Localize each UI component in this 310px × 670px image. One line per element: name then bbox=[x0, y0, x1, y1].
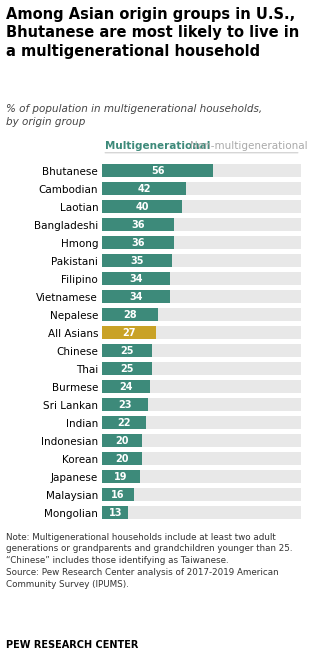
Bar bbox=[102, 182, 186, 195]
Text: 22: 22 bbox=[117, 417, 131, 427]
Bar bbox=[102, 470, 301, 483]
Text: Note: Multigenerational households include at least two adult
generations or gra: Note: Multigenerational households inclu… bbox=[6, 533, 293, 589]
Bar bbox=[102, 308, 158, 321]
Text: 23: 23 bbox=[118, 400, 132, 409]
Text: 16: 16 bbox=[111, 490, 125, 500]
Bar bbox=[102, 254, 301, 267]
Bar bbox=[102, 254, 172, 267]
Text: 27: 27 bbox=[122, 328, 136, 338]
Bar bbox=[102, 218, 301, 231]
Bar bbox=[102, 182, 301, 195]
Text: Among Asian origin groups in U.S.,
Bhutanese are most likely to live in
a multig: Among Asian origin groups in U.S., Bhuta… bbox=[6, 7, 299, 59]
Bar bbox=[102, 362, 152, 375]
Text: 13: 13 bbox=[108, 508, 122, 518]
Text: 40: 40 bbox=[135, 202, 149, 212]
Bar bbox=[102, 362, 301, 375]
Text: 42: 42 bbox=[137, 184, 151, 194]
Text: PEW RESEARCH CENTER: PEW RESEARCH CENTER bbox=[6, 640, 139, 650]
Bar bbox=[102, 434, 301, 447]
Bar bbox=[102, 380, 150, 393]
Bar bbox=[102, 164, 301, 177]
Bar bbox=[102, 470, 140, 483]
Bar bbox=[102, 488, 301, 501]
Bar bbox=[102, 488, 134, 501]
Bar bbox=[102, 237, 174, 249]
Text: 20: 20 bbox=[115, 454, 129, 464]
Text: 28: 28 bbox=[123, 310, 137, 320]
Bar bbox=[102, 308, 301, 321]
Text: 35: 35 bbox=[130, 256, 144, 266]
Bar bbox=[102, 326, 301, 339]
Text: 34: 34 bbox=[129, 291, 143, 302]
Text: 19: 19 bbox=[114, 472, 128, 482]
Bar bbox=[102, 507, 128, 519]
Bar bbox=[102, 272, 301, 285]
Bar bbox=[102, 326, 156, 339]
Bar bbox=[102, 398, 148, 411]
Text: 20: 20 bbox=[115, 436, 129, 446]
Text: Non-multigenerational: Non-multigenerational bbox=[190, 141, 308, 151]
Bar bbox=[102, 344, 301, 357]
Bar bbox=[102, 434, 142, 447]
Text: Multigenerational: Multigenerational bbox=[105, 141, 210, 151]
Bar bbox=[102, 237, 301, 249]
Bar bbox=[102, 380, 301, 393]
Bar bbox=[102, 452, 301, 465]
Bar bbox=[102, 416, 146, 429]
Text: 56: 56 bbox=[151, 165, 165, 176]
Bar bbox=[102, 164, 213, 177]
Bar bbox=[102, 398, 301, 411]
Text: 25: 25 bbox=[120, 346, 134, 356]
Text: 36: 36 bbox=[131, 238, 145, 248]
Text: 25: 25 bbox=[120, 364, 134, 374]
Bar bbox=[102, 452, 142, 465]
Text: 24: 24 bbox=[119, 382, 133, 392]
Text: % of population in multigenerational households,
by origin group: % of population in multigenerational hou… bbox=[6, 104, 262, 127]
Bar bbox=[102, 272, 170, 285]
Text: 36: 36 bbox=[131, 220, 145, 230]
Bar bbox=[102, 290, 170, 304]
Text: 34: 34 bbox=[129, 274, 143, 283]
Bar bbox=[102, 344, 152, 357]
Bar bbox=[102, 507, 301, 519]
Bar bbox=[102, 200, 301, 213]
Bar bbox=[102, 218, 174, 231]
Bar bbox=[102, 200, 182, 213]
Bar bbox=[102, 416, 301, 429]
Bar bbox=[102, 290, 301, 304]
